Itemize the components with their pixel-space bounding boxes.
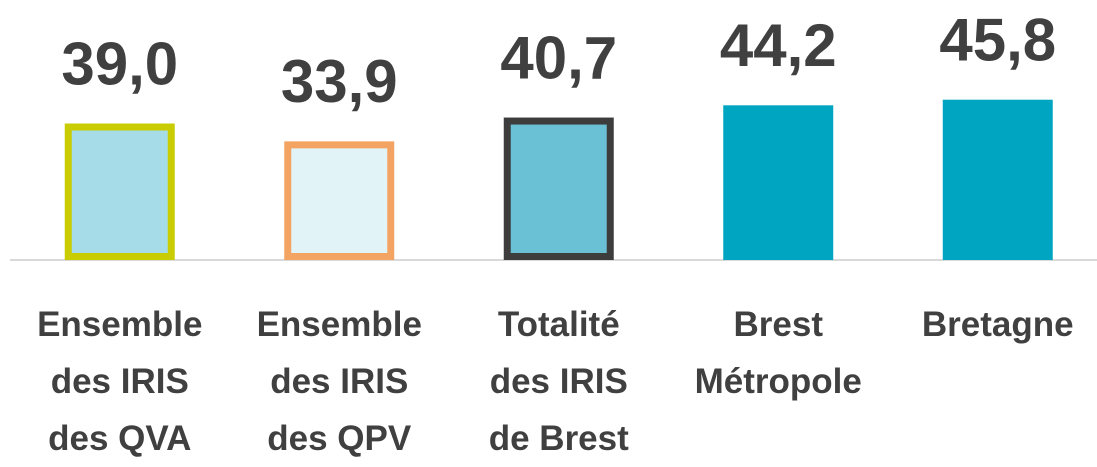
chart: 39,0 33,9 40,7 44,2 45,8: [10, 7, 1097, 261]
value-label: 44,2: [720, 12, 837, 79]
x-tick-label: Totalité des IRIS de Brest: [488, 305, 629, 458]
x-tick-label: Brest Métropole: [694, 305, 862, 401]
x-tick-label: Ensemble des IRIS des QPV: [256, 305, 422, 458]
value-label: 45,8: [939, 7, 1056, 74]
x-tick-label: Ensemble des IRIS des QVA: [37, 305, 203, 458]
bar: [284, 141, 395, 261]
value-label: 40,7: [500, 24, 617, 91]
bar: [723, 105, 834, 260]
value-label: 33,9: [281, 48, 398, 115]
bar: [503, 117, 614, 260]
value-label: 39,0: [61, 30, 178, 97]
bar: [942, 99, 1053, 260]
x-tick-label: Bretagne: [921, 305, 1074, 344]
page: 39,033,940,744,245,8 (() => { const data…: [10, 6, 1097, 458]
bar: [64, 123, 175, 260]
